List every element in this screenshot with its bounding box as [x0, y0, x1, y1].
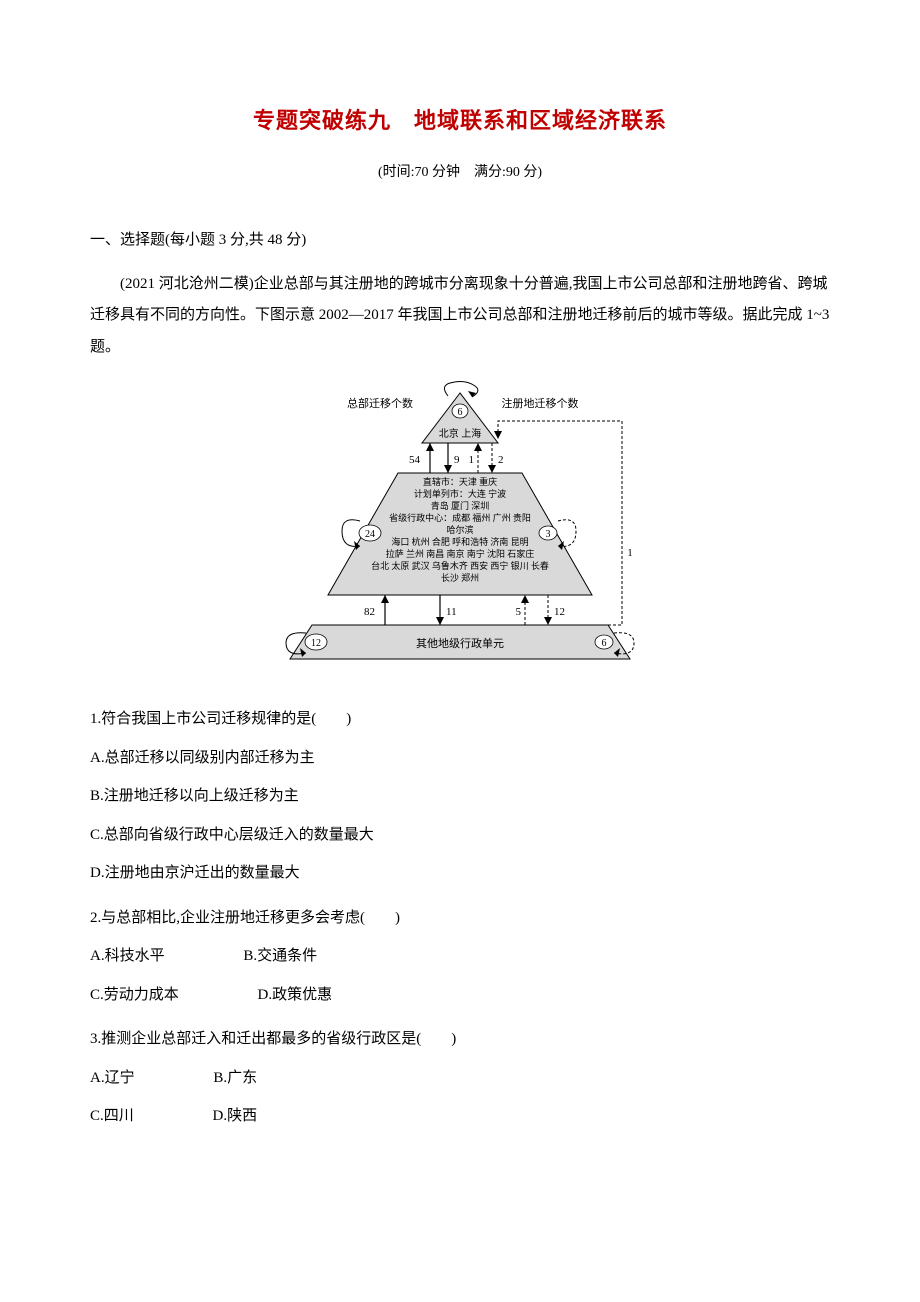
q2-row2: C.劳动力成本 D.政策优惠 [90, 981, 830, 1010]
arrow-top-downleft: 9 [454, 454, 460, 466]
l2-5: 海口 杭州 合肥 呼和浩特 济南 昆明 [391, 536, 528, 547]
q2-optD: D.政策优惠 [258, 981, 333, 1010]
q3-optA: A.辽宁 [90, 1064, 135, 1093]
q2-optA: A.科技水平 [90, 942, 165, 971]
arrow-bot-downleft: 11 [446, 606, 457, 618]
q2-optB: B.交通条件 [243, 942, 317, 971]
l2-6: 拉萨 兰州 南昌 南京 南宁 沈阳 石家庄 [386, 548, 535, 559]
l2-8: 长沙 郑州 [441, 572, 479, 583]
q2-optC: C.劳动力成本 [90, 981, 179, 1010]
bottom-left-badge: 12 [311, 638, 321, 649]
q3-optC: C.四川 [90, 1102, 134, 1131]
q1-optA: A.总部迁移以同级别内部迁移为主 [90, 744, 830, 773]
right-side-label: 1 [627, 547, 633, 559]
top-right-label: 注册地迁移个数 [502, 396, 579, 410]
l2-0: 直辖市：天津 重庆 [423, 476, 497, 487]
top-badge: 6 [458, 407, 463, 418]
l2-7: 台北 太原 武汉 乌鲁木齐 西安 西宁 银川 长春 [371, 560, 549, 571]
l2-2: 青岛 厦门 深圳 [431, 500, 490, 511]
q3-row1: A.辽宁 B.广东 [90, 1064, 830, 1093]
arrow-top-downright: 2 [498, 454, 504, 466]
arrow-top-upleft: 54 [409, 454, 421, 466]
bottom-right-badge: 6 [602, 638, 607, 649]
arrow-bot-upleft: 82 [364, 606, 375, 618]
q1-optC: C.总部向省级行政中心层级迁入的数量最大 [90, 821, 830, 850]
q3-optB: B.广东 [213, 1064, 257, 1093]
mid-left-badge: 24 [365, 529, 375, 540]
level3-text: 其他地级行政单元 [416, 636, 504, 650]
q3-row2: C.四川 D.陕西 [90, 1102, 830, 1131]
page-title: 专题突破练九 地域联系和区域经济联系 [90, 100, 830, 142]
l2-1: 计划单列市：大连 宁波 [414, 488, 506, 499]
arrow-bot-upright: 5 [516, 606, 522, 618]
mid-right-badge: 3 [546, 529, 551, 540]
arrow-bot-downright: 12 [554, 606, 565, 618]
section-heading: 一、选择题(每小题 3 分,共 48 分) [90, 226, 830, 255]
level1-text: 北京 上海 [439, 427, 482, 440]
top-left-label: 总部迁移个数 [347, 396, 413, 410]
q1-stem: 1.符合我国上市公司迁移规律的是( ) [90, 705, 830, 734]
l2-3: 省级行政中心：成都 福州 广州 贵阳 [389, 512, 531, 523]
page-subtitle: (时间:70 分钟 满分:90 分) [90, 160, 830, 187]
passage-text: (2021 河北沧州二模)企业总部与其注册地的跨城市分离现象十分普遍,我国上市公… [90, 269, 830, 364]
q1-optB: B.注册地迁移以向上级迁移为主 [90, 782, 830, 811]
q2-row1: A.科技水平 B.交通条件 [90, 942, 830, 971]
arrow-top-upright: 1 [469, 454, 475, 466]
q3-optD: D.陕西 [213, 1102, 258, 1131]
q3-stem: 3.推测企业总部迁入和迁出都最多的省级行政区是( ) [90, 1025, 830, 1054]
q2-stem: 2.与总部相比,企业注册地迁移更多会考虑( ) [90, 904, 830, 933]
l2-4: 哈尔滨 [446, 524, 473, 535]
pyramid-diagram: 总部迁移个数 注册地迁移个数 6 北京 上海 54 9 1 2 24 [90, 381, 830, 681]
q1-optD: D.注册地由京沪迁出的数量最大 [90, 859, 830, 888]
